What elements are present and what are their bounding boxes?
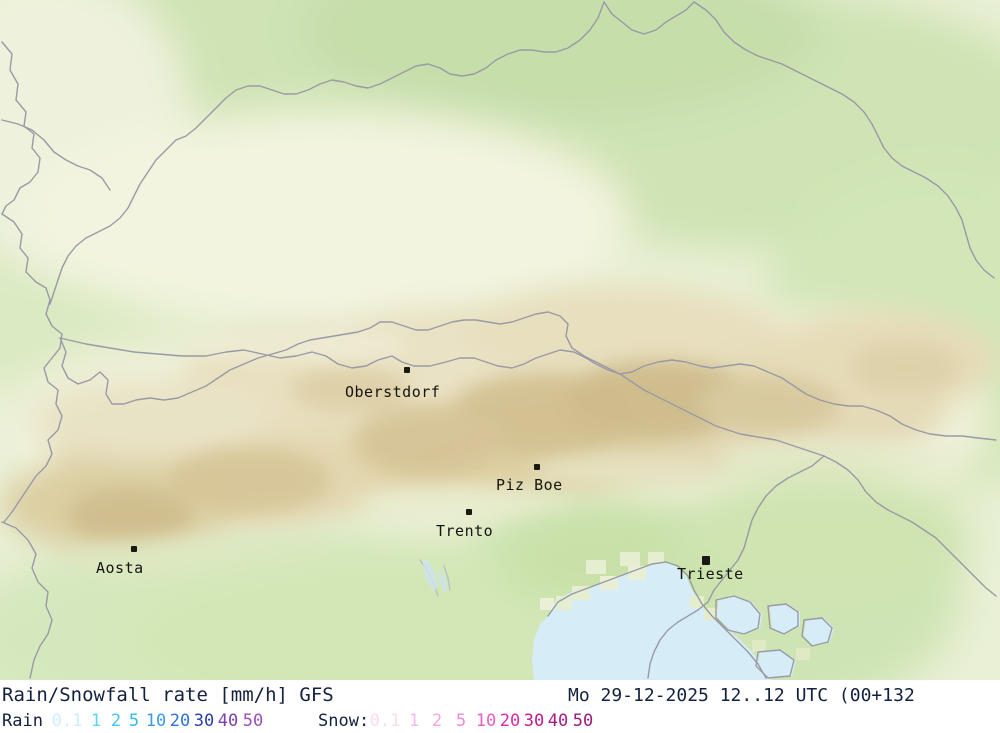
product-title: Rain/Snowfall rate [mm/h] GFS [2, 684, 334, 706]
rain-step-5: 5 [128, 711, 140, 731]
map-canvas[interactable]: Oberstdorf Piz Boe Trento Aosta Trieste [0, 0, 1000, 680]
city-dot-aosta [131, 546, 137, 552]
rain-color-scale: 0.1 1 2 5 10 20 30 40 50 [50, 711, 266, 731]
snow-step-0.1: 0.1 [369, 711, 401, 731]
city-dot-oberstdorf [404, 367, 410, 373]
footer-legend: Rain/Snowfall rate [mm/h] GFS Mo 29-12-2… [0, 680, 1000, 733]
rain-step-20: 20 [169, 711, 191, 731]
city-label-trieste: Trieste [677, 565, 744, 583]
snow-step-50: 50 [572, 711, 594, 731]
rain-step-0.1: 0.1 [51, 711, 83, 731]
alpine-lakes [423, 559, 448, 593]
rain-step-30: 30 [193, 711, 215, 731]
snow-step-30: 30 [523, 711, 545, 731]
snow-step-20: 20 [499, 711, 521, 731]
rain-step-1: 1 [90, 711, 102, 731]
footer-scale-row: Rain 0.1 1 2 5 10 20 30 40 50 Snow: 0.1 1 2 5 10 20 30… [0, 706, 1000, 733]
city-dot-piz-boe [534, 464, 540, 470]
snow-step-40: 40 [547, 711, 569, 731]
city-label-oberstdorf: Oberstdorf [345, 383, 441, 401]
rain-step-40: 40 [217, 711, 239, 731]
snow-scale-label: Snow: [318, 711, 370, 731]
map-terrain-svg [0, 0, 1000, 680]
model-run-timestamp: Mo 29-12-2025 12..12 UTC (00+132 [568, 685, 915, 706]
country-borders [1, 1, 997, 679]
snow-step-10: 10 [475, 711, 497, 731]
rain-scale-label: Rain [2, 711, 43, 731]
rain-step-10: 10 [145, 711, 167, 731]
snow-color-scale: 0.1 1 2 5 10 20 30 40 50 [368, 711, 596, 731]
city-dot-trento [466, 509, 472, 515]
snow-step-5: 5 [455, 711, 467, 731]
city-label-trento: Trento [436, 522, 494, 540]
rain-step-50: 50 [242, 711, 264, 731]
city-label-aosta: Aosta [96, 559, 144, 577]
city-dot-trieste [702, 556, 710, 565]
snow-step-1: 1 [408, 711, 420, 731]
sea-adriatic [532, 552, 834, 680]
terrain-high-peaks [68, 342, 960, 543]
city-label-piz-boe: Piz Boe [496, 476, 563, 494]
snow-step-2: 2 [431, 711, 443, 731]
footer-title-row: Rain/Snowfall rate [mm/h] GFS Mo 29-12-2… [0, 681, 1000, 707]
rain-step-2: 2 [110, 711, 122, 731]
